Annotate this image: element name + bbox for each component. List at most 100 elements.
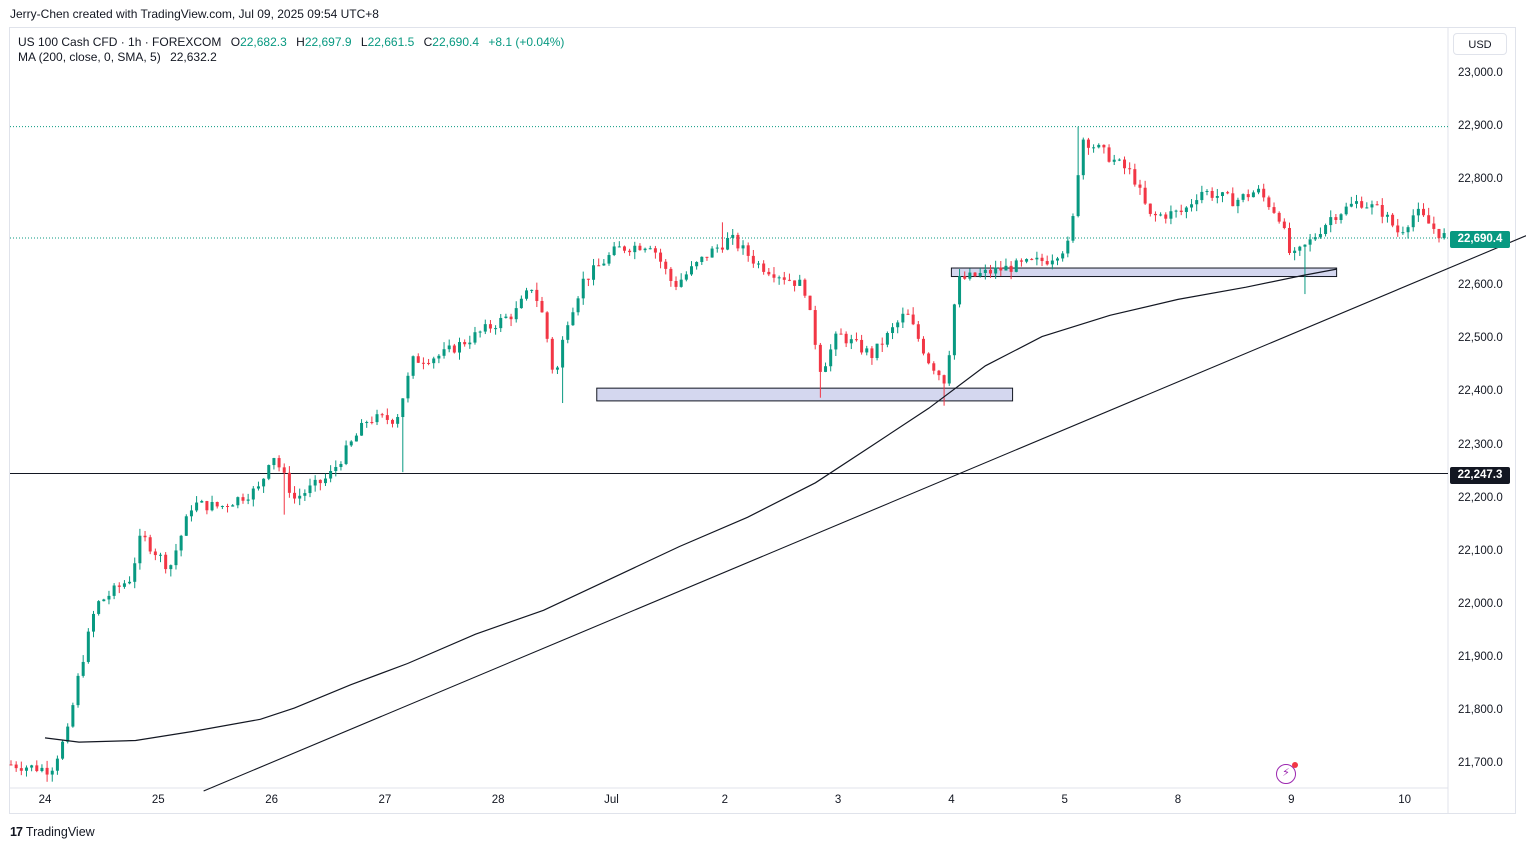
- currency-button[interactable]: USD: [1453, 33, 1507, 55]
- candle-body: [808, 295, 812, 311]
- candle-body: [159, 554, 163, 556]
- legend-high-label: H: [296, 35, 305, 49]
- candle-body: [1308, 239, 1312, 245]
- candle-body: [885, 333, 889, 345]
- candle-body: [942, 375, 946, 384]
- candle-body: [860, 339, 864, 353]
- candle-body: [891, 327, 895, 334]
- candle-body: [818, 344, 822, 372]
- candle-body: [643, 248, 647, 251]
- candle-body: [1220, 192, 1224, 196]
- candle-body: [715, 247, 719, 249]
- candle-body: [427, 362, 431, 364]
- candle-body: [478, 331, 482, 333]
- candle-body: [896, 322, 900, 328]
- candle-body: [1396, 225, 1400, 233]
- candle-body: [112, 585, 116, 596]
- candle-body: [365, 422, 369, 424]
- legend-ohlc-row: US 100 Cash CFD · 1h · FOREXCOM O22,682.…: [18, 35, 564, 50]
- level-price-badge: 22,247.3: [1450, 467, 1510, 484]
- candle-body: [1019, 260, 1023, 262]
- candle-body: [1169, 211, 1173, 219]
- demand-zone-low[interactable]: [596, 387, 1014, 402]
- candle-body: [390, 419, 394, 424]
- candle-body: [695, 262, 699, 267]
- candle-body: [138, 535, 142, 564]
- candle-body: [494, 328, 498, 330]
- candle-body: [277, 458, 281, 468]
- candle-body: [1190, 204, 1194, 208]
- candle-body: [844, 333, 848, 344]
- time-tick-label: 2: [721, 794, 728, 806]
- candle-body: [793, 280, 797, 286]
- candle-body: [421, 362, 425, 364]
- candle-body: [607, 255, 611, 264]
- candle-body: [128, 581, 132, 584]
- candle-body: [396, 417, 400, 424]
- price-tick-label: 22,300.0: [1458, 438, 1503, 451]
- candle-body: [1318, 234, 1322, 238]
- candle-body: [1226, 192, 1230, 194]
- candle-body: [1282, 221, 1286, 228]
- candle-body: [664, 261, 668, 269]
- tradingview-logo: 17 TradingView: [10, 825, 95, 839]
- candle-body: [525, 290, 529, 299]
- alert-lightning-icon[interactable]: ⚡: [1276, 762, 1298, 784]
- candle-body: [865, 348, 869, 353]
- candle-body: [81, 661, 85, 676]
- candle-body: [298, 495, 302, 499]
- candle-body: [1380, 205, 1384, 217]
- candle-body: [1200, 191, 1204, 201]
- alert-dot: [1292, 762, 1298, 768]
- candle-body: [988, 269, 992, 274]
- candle-body: [684, 274, 688, 280]
- legend-change: +8.1 (+0.04%): [488, 35, 565, 49]
- candle-body: [870, 348, 874, 359]
- time-tick-label: 28: [491, 794, 505, 806]
- candle-body: [1086, 139, 1090, 148]
- legend-low-label: L: [360, 35, 368, 49]
- candle-body: [622, 246, 626, 251]
- candle-body: [555, 367, 559, 370]
- price-tick-label: 22,400.0: [1458, 385, 1503, 398]
- candle-body: [741, 245, 745, 249]
- candle-body: [1437, 228, 1441, 239]
- candle-body: [406, 375, 410, 399]
- candle-body: [1298, 246, 1302, 251]
- demand-zone-high[interactable]: [950, 267, 1338, 278]
- candle-body: [1153, 213, 1157, 216]
- candle-body: [540, 300, 544, 313]
- candle-body: [561, 339, 565, 368]
- candle-body: [978, 272, 982, 277]
- ascending-trendline[interactable]: [203, 201, 1526, 792]
- candle-body: [592, 265, 596, 280]
- candle-body: [576, 298, 580, 313]
- candle-body: [375, 414, 379, 423]
- candle-body: [35, 765, 39, 772]
- candle-body: [169, 565, 173, 570]
- candle-body: [411, 356, 415, 376]
- chart-caption: Jerry-Chen created with TradingView.com,…: [10, 7, 379, 21]
- candle-body: [380, 414, 384, 416]
- candle-body: [963, 276, 967, 279]
- candle-body: [937, 370, 941, 376]
- candle-body: [1076, 175, 1080, 217]
- candle-body: [1148, 203, 1152, 214]
- candle-body: [133, 563, 137, 582]
- candle-body: [401, 398, 405, 418]
- candle-body: [921, 338, 925, 354]
- time-tick-label: 26: [265, 794, 278, 806]
- candle-body: [1231, 193, 1235, 207]
- candle-body: [927, 353, 931, 364]
- candle-body: [648, 248, 652, 250]
- candle-body: [205, 501, 209, 511]
- time-tick-label: 3: [834, 794, 842, 806]
- candle-body: [1355, 201, 1359, 204]
- candle-body: [777, 277, 781, 279]
- candle-body: [1045, 261, 1049, 265]
- candle-body: [674, 280, 678, 287]
- price-tick-label: 21,700.0: [1458, 757, 1503, 770]
- time-tick-label: 4: [948, 794, 955, 806]
- candle-body: [787, 279, 791, 281]
